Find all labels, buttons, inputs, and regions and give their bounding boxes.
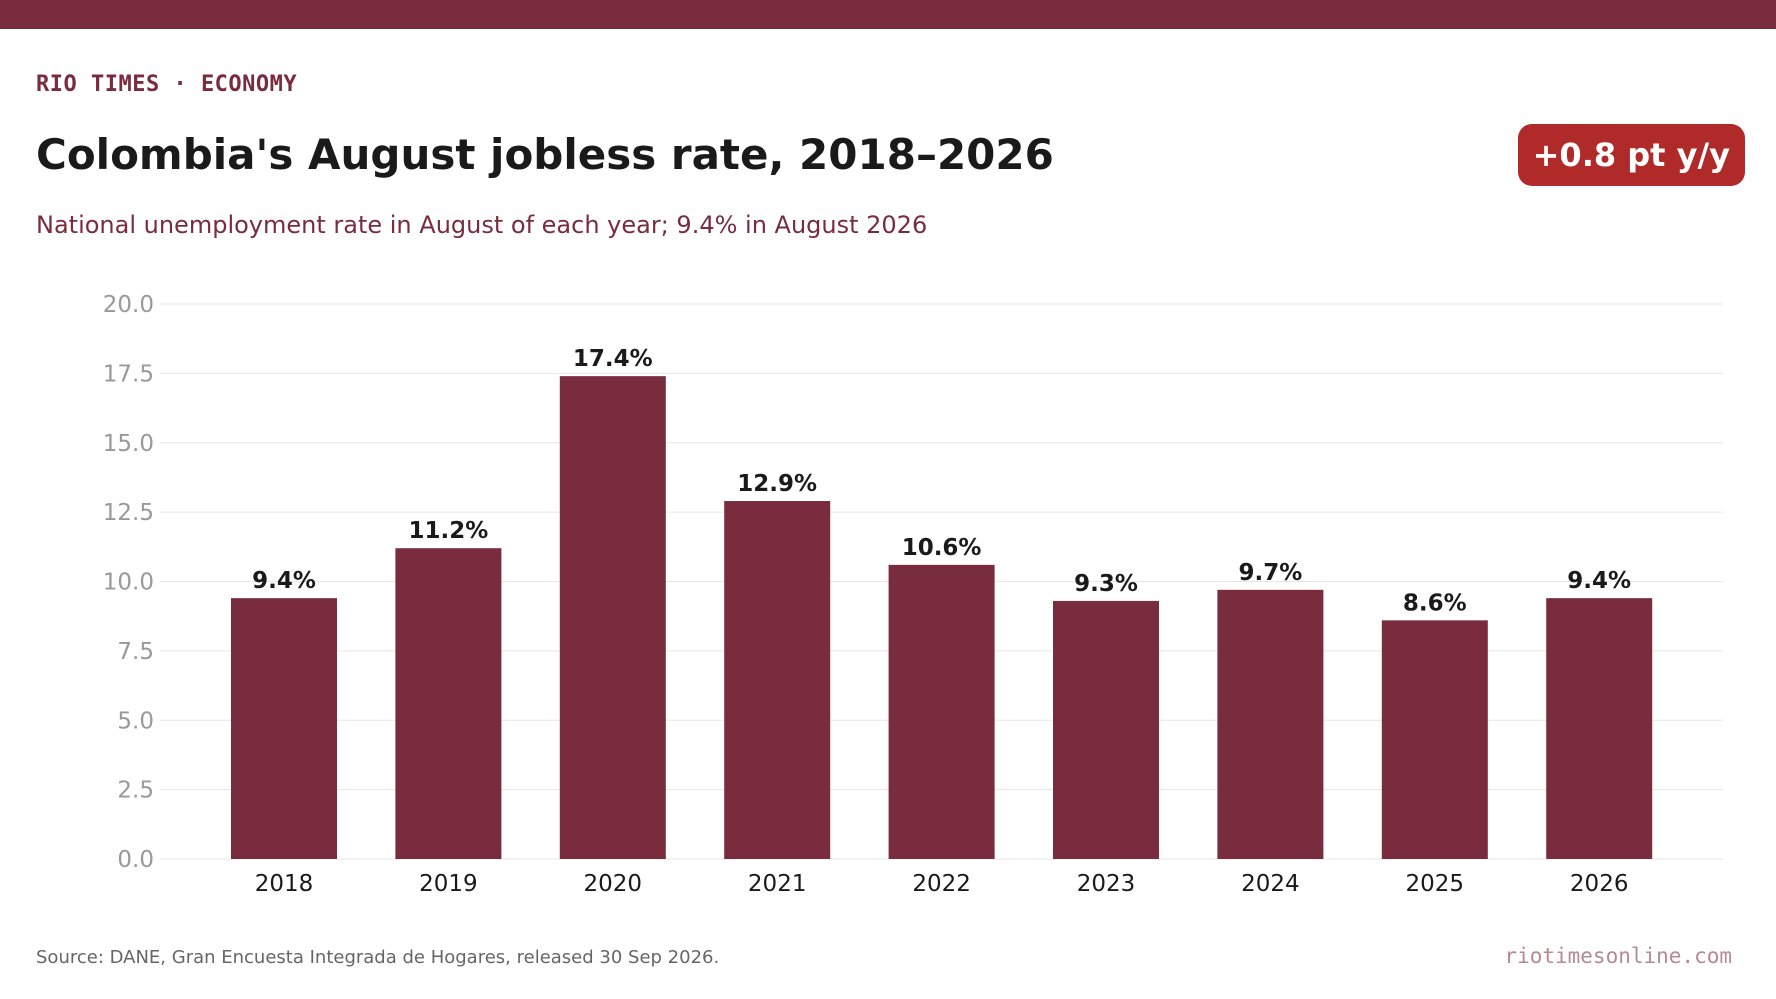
data-label-2018: 9.4% — [252, 568, 316, 594]
bar-2020 — [559, 376, 666, 859]
y-tick-label: 12.5 — [103, 500, 154, 526]
x-tick-label: 2026 — [1570, 871, 1629, 897]
data-label-2020: 17.4% — [573, 346, 653, 372]
x-tick-label: 2023 — [1077, 871, 1136, 897]
source-note: Source: DANE, Gran Encuesta Integrada de… — [36, 947, 720, 968]
x-tick-label: 2021 — [748, 871, 807, 897]
data-labels: 9.4% 11.2% 17.4% 12.9% 10.6% 9.3% 9.7% 8.6% 9.4% — [252, 346, 1631, 616]
bar-2018 — [231, 598, 337, 859]
y-tick-label: 10.0 — [103, 570, 154, 596]
data-label-2021: 12.9% — [737, 471, 817, 497]
chart-subtitle: National unemployment rate in August of … — [36, 211, 928, 239]
top-brand-bar — [0, 0, 1776, 29]
data-label-2019: 11.2% — [409, 518, 489, 544]
x-tick-label: 2025 — [1406, 871, 1465, 897]
data-label-2026: 9.4% — [1567, 568, 1631, 594]
x-axis-ticks: 2018 2019 2020 2021 2022 2023 2024 2025 2026 — [255, 871, 1629, 897]
site-url: riotimesonline.com — [1504, 944, 1732, 968]
bar-chart: 0.0 2.5 5.0 7.5 10.0 12.5 15.0 17.5 20.0 9.4% 11.… — [103, 292, 1723, 897]
bar-2019 — [395, 548, 502, 859]
bar-2021 — [724, 501, 831, 859]
y-tick-label: 15.0 — [103, 431, 154, 457]
x-tick-label: 2018 — [255, 871, 314, 897]
change-badge: +0.8 pt y/y — [1517, 124, 1745, 186]
y-axis-ticks: 0.0 2.5 5.0 7.5 10.0 12.5 15.0 17.5 20.0 — [103, 292, 154, 873]
y-tick-label: 17.5 — [103, 361, 154, 387]
chart-title: Colombia's August jobless rate, 2018–202… — [36, 130, 1054, 179]
bar-2026 — [1546, 598, 1653, 859]
bars — [231, 376, 1653, 859]
x-tick-label: 2024 — [1241, 871, 1300, 897]
data-label-2023: 9.3% — [1074, 571, 1138, 597]
data-label-2024: 9.7% — [1239, 560, 1303, 586]
y-tick-label: 20.0 — [103, 292, 154, 318]
bar-2023 — [1053, 600, 1159, 859]
bar-2022 — [888, 564, 995, 859]
y-tick-label: 0.0 — [117, 847, 154, 873]
section-kicker: RIO TIMES · ECONOMY — [36, 72, 298, 97]
bar-2025 — [1381, 620, 1488, 859]
x-tick-label: 2020 — [584, 871, 643, 897]
x-tick-label: 2019 — [419, 871, 478, 897]
x-tick-label: 2022 — [912, 871, 971, 897]
y-tick-label: 5.0 — [117, 708, 154, 734]
bar-2024 — [1217, 589, 1324, 859]
data-label-2022: 10.6% — [902, 535, 982, 561]
data-label-2025: 8.6% — [1403, 590, 1467, 616]
y-tick-label: 2.5 — [117, 778, 154, 804]
y-tick-label: 7.5 — [117, 639, 154, 665]
